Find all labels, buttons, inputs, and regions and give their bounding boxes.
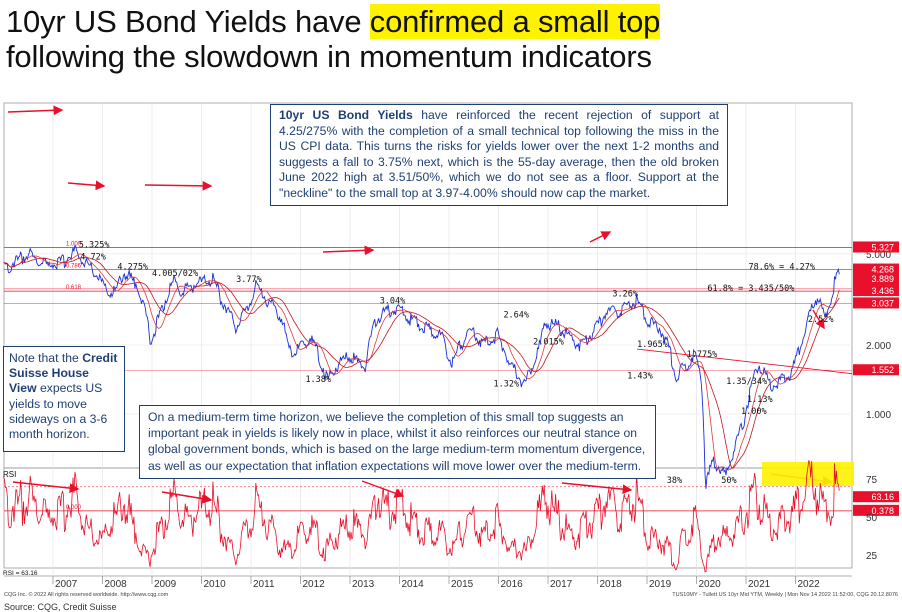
x-tick-label: 2010 <box>204 579 227 590</box>
trend-arrow <box>322 245 375 256</box>
price-annotation: 1.32% <box>494 379 520 389</box>
rsi-tick-label: 75 <box>866 475 878 486</box>
price-annotation: 2.015% <box>533 337 564 347</box>
instrument-text: TUS10MY - Tullett US 10yr Mid YTM, Weekl… <box>672 592 898 598</box>
price-annotation: 1.43% <box>627 371 653 381</box>
price-annotation: 3.77% <box>236 275 262 285</box>
x-tick-label: 2022 <box>798 579 821 590</box>
rsi-label: RSI <box>3 470 16 479</box>
price-annotation: 78.6% = 4.27% <box>748 262 815 272</box>
price-annotation: 1.13% <box>747 395 773 405</box>
price-annotation: 38% <box>667 476 682 486</box>
copyright-text: CQG Inc. © 2022 All rights reserved worl… <box>4 591 169 598</box>
value-marker-box <box>853 297 899 309</box>
x-tick-label: 2017 <box>550 579 573 590</box>
y-tick-label: 2.000 <box>866 341 891 352</box>
trend-line <box>637 348 853 375</box>
price-annotation: 1.965% <box>637 340 668 350</box>
commentary-box-medium-term: On a medium-term time horizon, we believ… <box>139 405 656 479</box>
x-tick-label: 2008 <box>105 579 128 590</box>
x-tick-label: 2019 <box>649 579 672 590</box>
value-marker-box <box>853 272 899 284</box>
price-annotation: 4.005/02% <box>152 269 198 279</box>
x-tick-label: 2016 <box>501 579 524 590</box>
x-tick-label: 2009 <box>154 579 177 590</box>
rsi-tick-label: 50 <box>866 513 878 524</box>
box-left-suffix: expects US yields to move sideways on a … <box>9 381 108 442</box>
title-line2: following the slowdown in momentum indic… <box>6 39 652 74</box>
price-annotation: 1.35/34% <box>726 377 767 387</box>
trend-arrow <box>144 180 213 191</box>
value-marker-box <box>853 241 899 253</box>
price-annotation: 5.325% <box>79 241 110 251</box>
trend-arrow <box>7 105 64 116</box>
box-mid-text: On a medium-term time horizon, we believ… <box>148 410 646 473</box>
box-left-bold: Credit Suisse House View <box>9 351 118 396</box>
value-marker-box <box>853 504 899 516</box>
yield-price-line <box>3 244 840 489</box>
rsi-line <box>3 460 840 573</box>
trend-arrow <box>589 231 612 243</box>
rsi-readout: RSI = 63.16 <box>3 570 38 577</box>
trend-arrow <box>812 309 825 330</box>
title-highlight: confirmed a small top <box>369 4 661 39</box>
price-annotation: 2.52% <box>808 315 834 325</box>
moving-average-short <box>3 253 840 471</box>
x-tick-label: 2012 <box>303 579 326 590</box>
x-tick-label: 2007 <box>55 579 78 590</box>
price-annotation: 3.04% <box>380 296 406 306</box>
price-annotation: 50% <box>721 476 736 486</box>
price-annotation: 1.38% <box>305 375 331 385</box>
value-marker-box <box>853 285 899 297</box>
value-marker-label: 0.378 <box>871 506 894 516</box>
box-top-text: have reinforced the recent rejection of … <box>279 108 720 200</box>
value-marker-box <box>853 364 899 376</box>
chart-title: 10yr US Bond Yields have confirmed a sma… <box>6 4 660 74</box>
value-marker-label: 3.037 <box>871 298 894 308</box>
rsi-marker-label: 63.16 <box>871 492 894 502</box>
commentary-box-top: 10yr US Bond Yields have reinforced the … <box>270 104 728 206</box>
title-line1-start: 10yr US Bond Yields have <box>6 4 370 39</box>
fib-level-label: 0.618 <box>66 285 82 291</box>
value-marker-box <box>853 263 899 275</box>
x-tick-label: 2018 <box>600 579 623 590</box>
x-tick-label: 2015 <box>451 579 474 590</box>
y-tick-label: 1.000 <box>866 410 891 421</box>
trend-arrow <box>67 180 106 191</box>
value-marker-label: 5.327 <box>871 242 894 252</box>
price-annotation: 4.72% <box>80 253 106 263</box>
trend-arrow <box>12 481 80 493</box>
trend-arrow <box>561 482 633 495</box>
box-left-prefix: Note that the <box>9 351 83 365</box>
price-annotation: 61.8% = 3.435/50% <box>707 284 794 294</box>
rsi-tick-label: 25 <box>866 551 878 562</box>
value-marker-label: 1.552 <box>871 365 894 375</box>
x-tick-label: 2013 <box>352 579 375 590</box>
fib-level-label: 0.000 <box>66 505 82 511</box>
box-top-bold: 10yr US Bond Yields <box>279 108 413 122</box>
price-annotation: 1.00% <box>741 407 767 417</box>
rsi-marker-box <box>853 491 899 503</box>
fib-level-label: 0.786 <box>66 264 82 270</box>
y-tick-label: 5.000 <box>866 250 891 261</box>
value-marker-label: 3.889 <box>871 274 894 284</box>
x-tick-label: 2014 <box>402 579 425 590</box>
value-marker-label: 3.436 <box>871 286 894 296</box>
x-tick-label: 2021 <box>748 579 771 590</box>
house-view-box: Note that the Credit Suisse House View e… <box>3 346 125 452</box>
price-annotation: 4.275% <box>117 262 148 272</box>
price-annotation: 2.64% <box>503 310 529 320</box>
price-annotation: 3.26% <box>612 289 638 299</box>
x-tick-label: 2020 <box>699 579 722 590</box>
source-note: Source: CQG, Credit Suisse <box>4 602 117 612</box>
x-tick-label: 2011 <box>253 579 275 590</box>
trend-arrow <box>361 480 405 498</box>
fib-level-label: 1.000 <box>66 241 82 247</box>
moving-average-long <box>3 257 840 469</box>
price-annotation: 1.775% <box>687 350 718 360</box>
value-marker-label: 4.268 <box>871 265 894 275</box>
